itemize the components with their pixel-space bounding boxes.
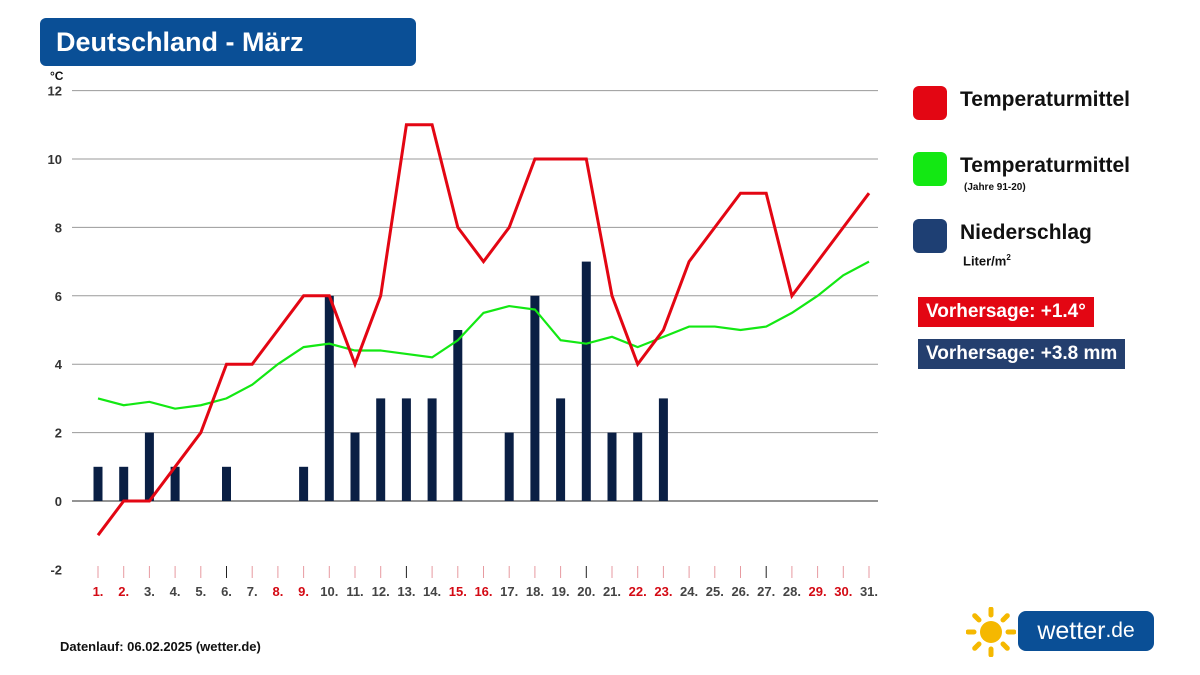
y-axis-unit: °C xyxy=(50,69,64,83)
precip-bar xyxy=(658,398,668,501)
y-tick-label: 8 xyxy=(55,220,62,235)
x-tick-label: 20. xyxy=(577,584,595,599)
x-tick-label: 26. xyxy=(731,584,749,599)
data-run-footer: Datenlauf: 06.02.2025 (wetter.de) xyxy=(60,639,261,654)
temperature-lines xyxy=(96,123,871,537)
x-tick-label: 2. xyxy=(118,584,129,599)
page-title: Deutschland - März xyxy=(56,26,304,57)
x-axis-labels: 1. 2. 3. 4. 5. 6. 7. 8. 9. 10. 11. 12. 13. 14. 15. 16. 1… xyxy=(93,584,878,599)
legend-climate-sublabel: (Jahre 91-20) xyxy=(964,182,1026,193)
y-tick-label: 12 xyxy=(48,84,62,99)
legend-precipitation-swatch xyxy=(913,219,947,253)
precip-bar xyxy=(170,466,180,501)
precip-bar xyxy=(401,398,411,501)
x-tick-label: 27. xyxy=(757,584,775,599)
precip-bar xyxy=(222,466,231,501)
x-tick-label: 18. xyxy=(526,584,544,599)
x-tick-label: 24. xyxy=(680,584,698,599)
precip-bar xyxy=(299,466,309,501)
x-tick-label: 3. xyxy=(144,584,155,599)
x-axis xyxy=(97,566,870,578)
temperature-line xyxy=(96,123,871,537)
x-tick-label: 15. xyxy=(449,584,467,599)
climate-line xyxy=(97,260,870,410)
precipitation-bars xyxy=(93,261,668,501)
sun-icon xyxy=(966,607,1016,657)
x-tick-label: 9. xyxy=(298,584,309,599)
y-tick-label: 4 xyxy=(55,357,63,372)
precip-bar xyxy=(93,466,103,501)
x-tick-label: 16. xyxy=(474,584,492,599)
y-tick-label: 0 xyxy=(55,494,62,509)
title-banner: Deutschland - März xyxy=(40,18,416,66)
x-tick-label: 31. xyxy=(860,584,878,599)
precip-bar xyxy=(607,432,617,501)
x-tick-label: 5. xyxy=(195,584,206,599)
x-tick-label: 19. xyxy=(552,584,570,599)
wetter-de-logo[interactable]: wetter .de xyxy=(1018,611,1154,651)
y-tick-label: 6 xyxy=(55,289,62,304)
x-tick-label: 17. xyxy=(500,584,518,599)
precip-bar xyxy=(633,432,643,501)
x-tick-label: 8. xyxy=(272,584,283,599)
x-tick-label: 30. xyxy=(834,584,852,599)
logo-word: wetter xyxy=(1037,616,1106,645)
x-tick-label: 1. xyxy=(93,584,104,599)
legend-climate-swatch xyxy=(913,152,947,186)
precip-bar xyxy=(556,398,566,501)
x-tick-label: 28. xyxy=(783,584,801,599)
y-tick-label: -2 xyxy=(50,562,62,577)
y-axis-ticks: -2 0 2 4 6 8 10 12 xyxy=(48,84,63,578)
legend-precipitation-label: Niederschlag xyxy=(960,221,1092,244)
x-tick-label: 22. xyxy=(629,584,647,599)
x-tick-label: 7. xyxy=(247,584,258,599)
y-tick-label: 2 xyxy=(55,426,62,441)
x-tick-label: 4. xyxy=(170,584,181,599)
precip-bar xyxy=(350,432,360,501)
legend-precipitation-unit: Liter/m2 xyxy=(963,253,1011,268)
x-tick-label: 12. xyxy=(372,584,390,599)
legend-temperature-swatch xyxy=(913,86,947,120)
precip-bar xyxy=(581,261,591,501)
precip-bar xyxy=(324,295,334,501)
precip-bar xyxy=(376,398,386,501)
precip-bar xyxy=(119,466,129,501)
logo-tld: .de xyxy=(1105,619,1135,642)
x-tick-label: 25. xyxy=(706,584,724,599)
unit-base: Liter/m xyxy=(963,253,1007,269)
precip-bar xyxy=(530,295,540,501)
x-tick-label: 23. xyxy=(654,584,672,599)
grid-lines xyxy=(72,90,878,502)
y-tick-label: 10 xyxy=(48,152,62,167)
x-tick-label: 6. xyxy=(221,584,232,599)
precipitation-forecast-badge: Vorhersage: +3.8 mm xyxy=(918,339,1126,369)
precip-bar xyxy=(427,398,437,501)
x-tick-label: 13. xyxy=(397,584,415,599)
precip-bar xyxy=(453,330,463,501)
x-tick-label: 21. xyxy=(603,584,621,599)
precip-bar xyxy=(504,432,514,501)
temperature-forecast-badge: Vorhersage: +1.4° xyxy=(918,297,1094,327)
x-tick-label: 11. xyxy=(346,584,363,599)
x-tick-label: 10. xyxy=(320,584,338,599)
x-tick-label: 29. xyxy=(809,584,827,599)
precip-bar xyxy=(144,432,154,501)
unit-exponent: 2 xyxy=(1006,253,1011,262)
x-tick-label: 14. xyxy=(423,584,441,599)
legend-temperature-label: Temperaturmittel xyxy=(960,88,1130,111)
legend-climate-label: Temperaturmittel xyxy=(960,154,1130,177)
